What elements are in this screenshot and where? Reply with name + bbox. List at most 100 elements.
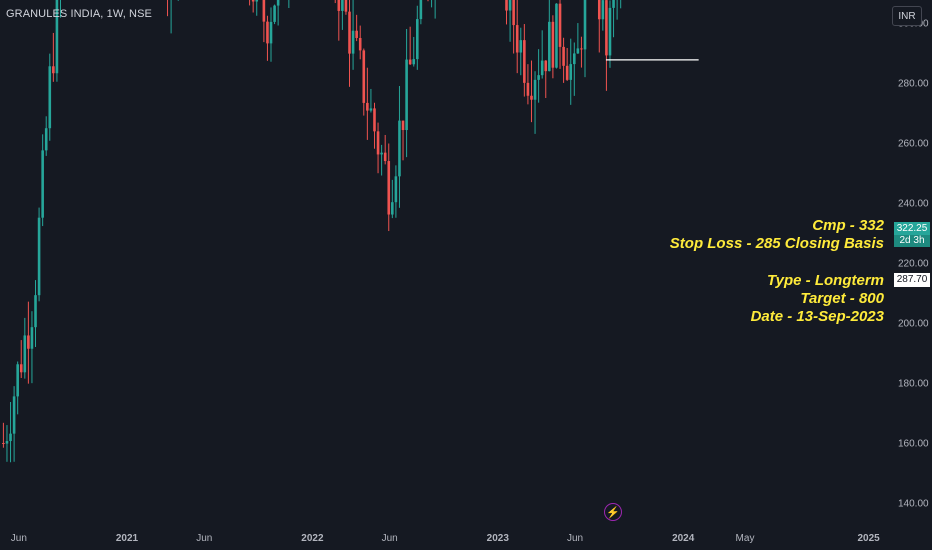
candle-body: [519, 40, 523, 53]
candle-body: [558, 3, 562, 47]
y-tick-label: 140.00: [898, 499, 929, 510]
candle-body: [355, 30, 358, 38]
candle-body: [537, 75, 540, 80]
y-tick-label: 200.00: [898, 319, 929, 330]
candle-body: [351, 30, 355, 54]
candle-body: [391, 202, 394, 215]
candle-body: [251, 0, 255, 2]
chart-title: GRANULES INDIA, 1W, NSE: [6, 8, 152, 20]
x-tick-label: 2025: [857, 533, 880, 544]
y-tick-label: 180.00: [898, 379, 929, 390]
x-tick-label: 2023: [487, 533, 510, 544]
bar-countdown-tag: 2d 3h: [894, 235, 930, 247]
candle-body: [362, 50, 366, 103]
candle-body: [398, 120, 401, 177]
candle-body: [580, 48, 583, 50]
candle-body: [416, 19, 419, 60]
y-tick-label: 160.00: [898, 439, 929, 450]
candle-body: [255, 0, 259, 2]
candle-body: [408, 59, 412, 65]
candle-body: [23, 335, 27, 373]
x-tick-label: Jun: [567, 533, 583, 544]
candle-body: [266, 21, 269, 44]
candle-body: [16, 364, 19, 397]
candle-body: [44, 128, 48, 151]
candle-body: [37, 217, 41, 296]
annotation-target: Target - 800: [800, 290, 884, 307]
y-tick-label: 280.00: [898, 79, 929, 90]
y-tick-label: 220.00: [898, 259, 929, 270]
annotation-date: Date - 13-Sep-2023: [750, 308, 884, 325]
candle-body: [19, 364, 23, 373]
candle-body: [12, 396, 16, 434]
candle-body: [394, 176, 398, 203]
candle-body: [376, 131, 380, 155]
candle-body: [401, 120, 405, 131]
candle-body: [366, 102, 369, 111]
candle-body: [373, 108, 376, 132]
candle-body: [341, 0, 344, 11]
candle-body: [548, 21, 551, 72]
candle-body: [380, 152, 383, 155]
candle-body: [348, 11, 351, 54]
candle-body: [2, 443, 5, 444]
candle-body: [405, 59, 408, 131]
candle-body: [269, 21, 273, 44]
candle-body: [48, 66, 52, 129]
candle-body: [344, 0, 348, 12]
candle-body: [419, 0, 423, 20]
candle-body: [5, 441, 9, 444]
candle-body: [505, 0, 508, 11]
candle-body: [573, 53, 576, 65]
currency-button[interactable]: INR: [892, 6, 922, 26]
candle-body: [523, 40, 526, 83]
candle-body: [569, 64, 573, 80]
candle-body: [608, 7, 612, 56]
x-tick-label: Jun: [382, 533, 398, 544]
candle-body: [9, 433, 12, 442]
candle-body: [544, 60, 548, 72]
candle-body: [273, 5, 276, 22]
candle-body: [30, 327, 34, 349]
candle-body: [512, 0, 515, 26]
candle-body: [597, 0, 601, 20]
candle-body: [605, 0, 608, 56]
candle-body: [565, 65, 569, 80]
candle-body: [576, 48, 580, 54]
candle-body: [383, 152, 387, 162]
candle-body: [55, 0, 59, 74]
candle-body: [387, 161, 391, 215]
y-tick-label: 260.00: [898, 139, 929, 150]
candle-body: [530, 95, 533, 100]
candle-body: [276, 0, 280, 6]
candle-body: [601, 0, 605, 20]
x-tick-label: 2024: [672, 533, 695, 544]
last-price-tag: 322.25: [894, 222, 930, 235]
candle-body: [508, 0, 512, 11]
candle-body: [551, 21, 555, 68]
candle-body: [562, 46, 565, 66]
candle-body: [412, 59, 416, 65]
stop-level-tag: 287.70: [894, 273, 930, 287]
candle-body: [41, 150, 44, 218]
candle-body: [540, 60, 544, 76]
annotation-type: Type - Longterm: [767, 272, 884, 289]
candle-body: [262, 0, 266, 22]
candle-body: [337, 0, 341, 11]
candle-body: [612, 0, 615, 8]
candle-body: [515, 25, 519, 53]
candle-body: [52, 66, 55, 74]
annotation-cmp: Cmp - 332: [812, 217, 884, 234]
candle-body: [533, 79, 537, 100]
annotation-stop-loss: Stop Loss - 285 Closing Basis: [669, 235, 884, 252]
x-tick-label: Jun: [11, 533, 27, 544]
lightning-icon[interactable]: ⚡: [604, 503, 622, 521]
candle-body: [27, 335, 30, 349]
candle-body: [358, 37, 362, 51]
candle-body: [369, 108, 373, 111]
x-tick-label: Jun: [196, 533, 212, 544]
candle-body: [583, 0, 587, 50]
candle-body: [34, 295, 37, 328]
